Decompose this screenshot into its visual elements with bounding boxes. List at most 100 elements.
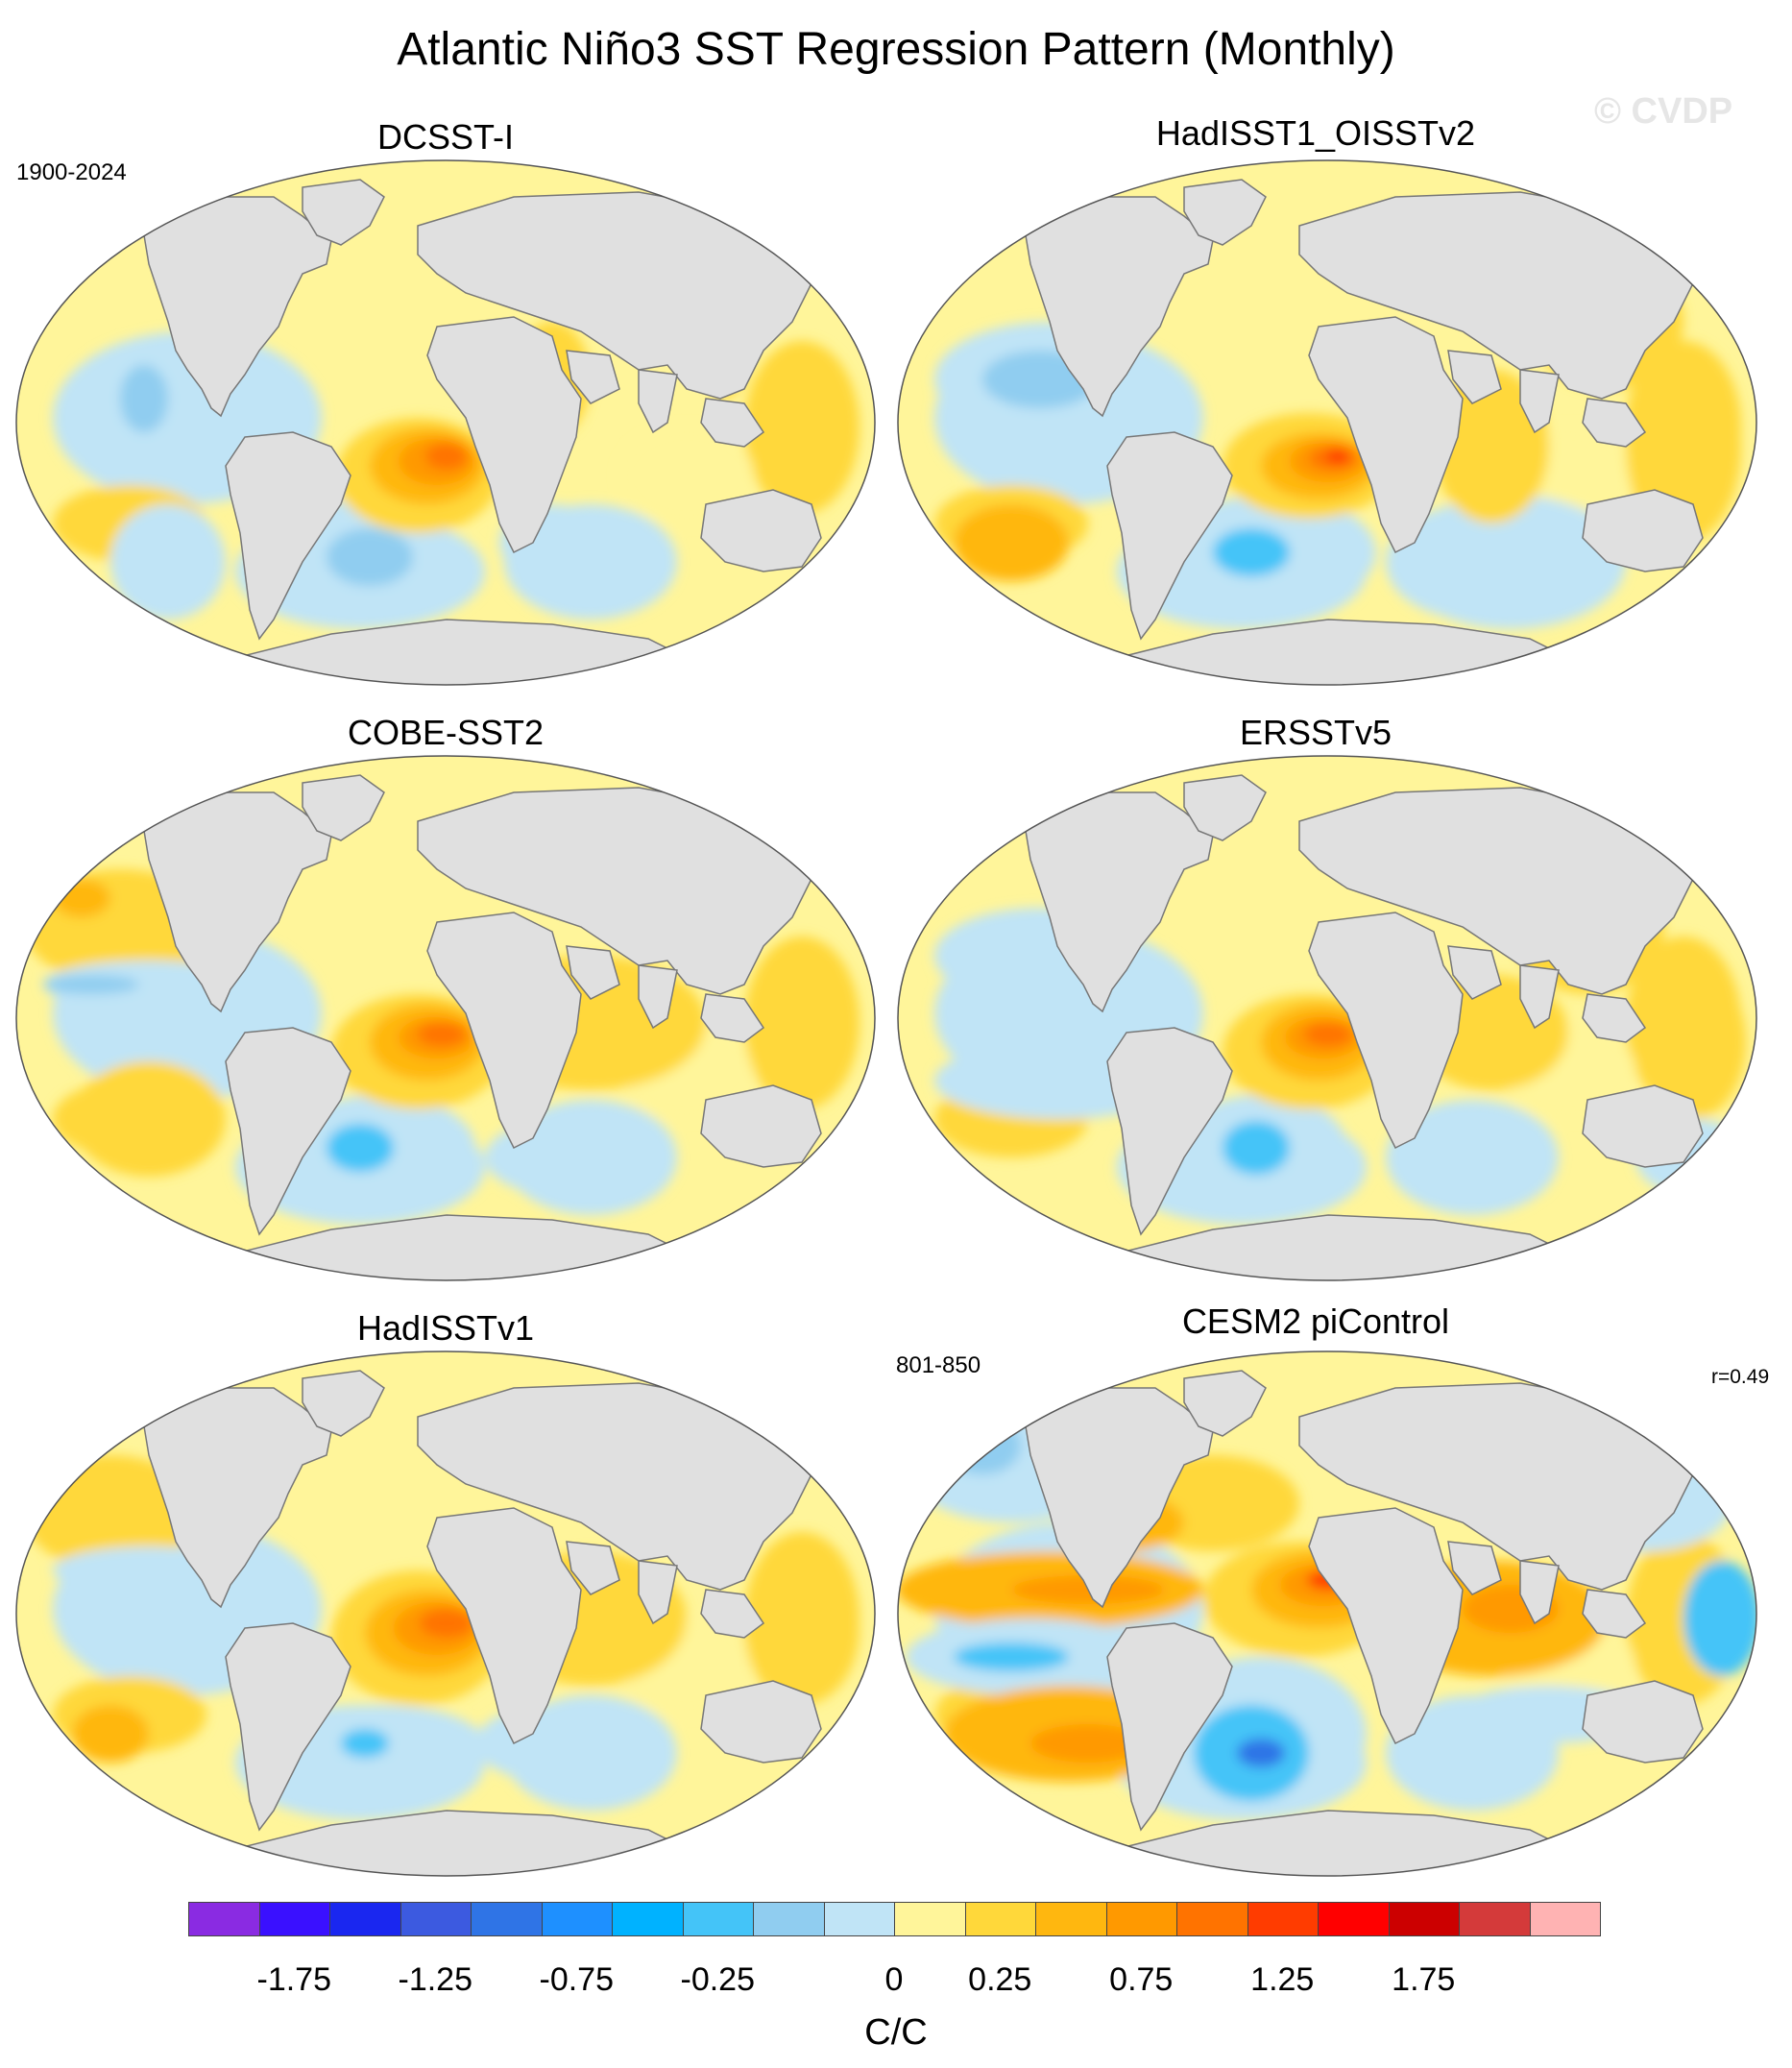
colorbar-box <box>1388 1902 1460 1936</box>
colorbar-box <box>612 1902 684 1936</box>
sst-anomaly-region <box>1237 1739 1285 1767</box>
land-mass <box>1106 1622 1233 1832</box>
sst-anomaly-region <box>418 1023 466 1046</box>
land-mass <box>638 369 678 434</box>
sst-anomaly-region <box>420 1609 473 1638</box>
land-mass <box>1308 1507 1464 1745</box>
panel-title-4: ERSSTv5 <box>1239 713 1392 752</box>
colorbar-box <box>541 1902 613 1936</box>
colorbar-tick-label: 0.25 <box>968 1961 1032 1998</box>
colorbar-box <box>1176 1902 1248 1936</box>
land-mass <box>700 1589 765 1639</box>
sst-anomaly-region <box>120 365 168 432</box>
figure-title: Atlantic Niño3 SST Regression Pattern (M… <box>397 24 1395 75</box>
colorbar <box>188 1902 1601 1940</box>
land-mass <box>566 1541 620 1595</box>
map-panel-5 <box>15 1350 876 1877</box>
land-mass <box>302 774 385 841</box>
land-mass <box>426 1507 582 1745</box>
colorbar-box <box>1247 1902 1319 1936</box>
colorbar-box <box>894 1902 966 1936</box>
map-outline <box>15 159 876 686</box>
land-mass <box>1519 1560 1560 1625</box>
colorbar-box <box>823 1902 895 1936</box>
land-mass <box>1308 316 1464 554</box>
period-note-1: 1900-2024 <box>16 159 127 185</box>
land-mass <box>302 1370 385 1437</box>
land-mass <box>1582 1680 1704 1764</box>
sst-anomaly-region <box>327 1124 394 1172</box>
sst-anomaly-region <box>1386 1109 1559 1205</box>
sst-anomaly-region <box>53 879 110 917</box>
panel-title-5: HadISSTv1 <box>356 1308 535 1348</box>
colorbar-box <box>400 1902 472 1936</box>
sst-anomaly-region <box>954 1642 1069 1671</box>
colorbar-tick-label: 0 <box>884 1961 904 1998</box>
land-mass <box>1582 1084 1704 1168</box>
colorbar-box <box>471 1902 543 1936</box>
map-outline <box>15 1350 876 1877</box>
colorbar-box <box>1459 1902 1531 1936</box>
colorbar-box <box>682 1902 754 1936</box>
sst-anomaly-region <box>1030 1724 1146 1763</box>
land-mass <box>1308 912 1464 1150</box>
colorbar-box <box>329 1902 401 1936</box>
colorbar-tick-label: -0.25 <box>680 1961 756 1998</box>
colorbar-box <box>964 1902 1036 1936</box>
map-outline <box>15 755 876 1281</box>
colorbar-box <box>1105 1902 1177 1936</box>
colorbar-tick-label: 1.75 <box>1392 1961 1456 1998</box>
land-mass <box>426 912 582 1150</box>
sst-anomaly-region <box>425 443 468 470</box>
land-mass <box>700 1680 822 1764</box>
land-mass <box>1582 489 1704 572</box>
panel-title-3: COBE-SST2 <box>347 713 545 752</box>
sst-anomaly-region <box>327 528 413 586</box>
land-mass <box>302 179 385 246</box>
sst-anomaly-region <box>1326 449 1349 464</box>
colorbar-box <box>1035 1902 1107 1936</box>
land-mass <box>1447 350 1502 404</box>
sst-anomaly-region <box>1304 1023 1352 1046</box>
map-panel-6 <box>897 1350 1757 1877</box>
land-mass <box>1447 945 1502 1000</box>
colorbar-box <box>258 1902 330 1936</box>
sst-anomaly-region <box>1213 528 1290 576</box>
panel-title-1: DCSST-I <box>376 117 514 157</box>
land-mass <box>638 1560 678 1625</box>
sst-anomaly-region <box>1683 1561 1756 1676</box>
sst-anomaly-region <box>954 504 1069 581</box>
land-mass <box>225 1027 351 1236</box>
colorbar-tick-label: 1.25 <box>1250 1961 1315 1998</box>
sst-anomaly-region <box>72 1061 226 1177</box>
land-mass <box>700 1084 822 1168</box>
sst-anomaly-region <box>72 1609 264 1667</box>
map-panel-1 <box>15 159 876 686</box>
sst-anomaly-region <box>1395 495 1626 629</box>
sst-anomaly-region <box>72 1705 149 1763</box>
sst-anomaly-region <box>744 937 860 1109</box>
map-panel-2 <box>897 159 1757 686</box>
land-mass <box>1519 964 1560 1030</box>
land-mass <box>1447 1541 1502 1595</box>
land-mass <box>700 398 765 448</box>
colorbar-tick-label: -1.75 <box>256 1961 332 1998</box>
map-outline <box>897 755 1757 1281</box>
land-mass <box>700 993 765 1043</box>
pattern-corr-note: r=0.49 <box>1711 1366 1770 1388</box>
land-mass <box>225 1622 351 1832</box>
colorbar-units: C/C <box>864 2012 928 2053</box>
land-mass <box>1183 179 1267 246</box>
sst-anomaly-region <box>1434 370 1549 523</box>
map-outline <box>897 1350 1757 1877</box>
sst-anomaly-region <box>341 1729 389 1758</box>
sst-anomaly-region <box>944 1417 1021 1474</box>
land-mass <box>1106 431 1233 641</box>
colorbar-box <box>1318 1902 1390 1936</box>
colorbar-box <box>753 1902 825 1936</box>
colorbar-tick-label: -1.25 <box>398 1961 473 1998</box>
map-outline <box>897 159 1757 686</box>
land-mass <box>1582 993 1647 1043</box>
land-mass <box>1106 1027 1233 1236</box>
map-panel-3 <box>15 755 876 1281</box>
